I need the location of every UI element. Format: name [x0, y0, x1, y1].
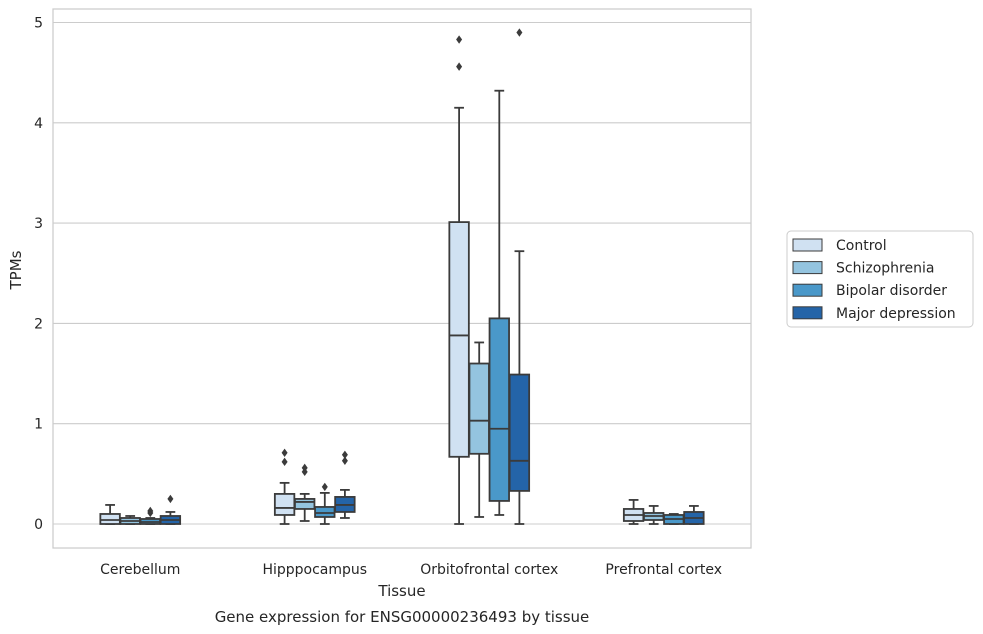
x-axis-label: Tissue	[377, 582, 425, 600]
x-tick-label: Prefrontal cortex	[605, 562, 722, 578]
box-group	[622, 499, 645, 525]
legend-frame	[786, 230, 974, 328]
box-group	[448, 35, 470, 525]
chart-title: Gene expression for ENSG00000236493 by t…	[215, 608, 590, 626]
x-tick-label: Cerebellum	[100, 562, 180, 578]
y-tick-label: 3	[34, 216, 43, 232]
series-bipolar-disorder	[139, 89, 685, 525]
box-group	[273, 448, 296, 525]
outlier-marker	[281, 457, 288, 467]
outlier-marker	[516, 28, 523, 37]
box-group	[99, 504, 121, 525]
box-group	[334, 450, 356, 519]
box-group	[139, 506, 161, 525]
series-major-depression	[159, 28, 705, 525]
box-group	[294, 463, 316, 522]
box-iqr	[273, 493, 296, 516]
box-iqr	[468, 362, 490, 455]
legend-label: Bipolar disorder	[836, 283, 947, 299]
series-schizophrenia	[119, 341, 665, 525]
legend: Control Schizophrenia Bipolar disorder Majo…	[786, 230, 974, 328]
series-control	[99, 35, 645, 525]
outlier-marker	[456, 35, 463, 44]
legend-label: Control	[836, 238, 887, 254]
y-tick-label: 4	[34, 116, 43, 132]
y-axis-label: TPMs	[7, 250, 25, 290]
box-group	[468, 341, 490, 518]
x-tick-label: Orbitofrontal cortex	[420, 562, 558, 578]
box-group	[508, 28, 531, 525]
box-group	[488, 89, 510, 516]
legend-label: Schizophrenia	[836, 261, 934, 277]
y-tick-label: 1	[34, 417, 43, 433]
outlier-marker	[281, 448, 288, 457]
outlier-marker	[341, 450, 348, 459]
legend-swatch	[792, 238, 823, 252]
box-iqr	[314, 506, 336, 518]
x-tick-labels: Cerebellum Hipppocampus Orbitofrontal cort…	[100, 562, 722, 578]
legend-label: Major depression	[836, 306, 956, 322]
box-iqr	[488, 317, 510, 502]
y-tick-labels: 0 1 2 3 4 5	[34, 16, 43, 534]
legend-swatch	[792, 261, 823, 275]
box-layer	[99, 28, 705, 525]
outlier-marker	[341, 456, 348, 466]
plot-frame	[52, 8, 752, 549]
outlier-marker	[147, 506, 154, 516]
outlier-marker	[167, 494, 174, 504]
box-group	[119, 515, 141, 525]
box-group	[159, 494, 182, 525]
outlier-marker	[301, 463, 308, 473]
x-tick-label: Hipppocampus	[262, 562, 367, 578]
box-iqr	[508, 373, 531, 492]
grid-layer	[53, 21, 751, 525]
box-iqr	[294, 498, 316, 510]
outlier-marker	[456, 62, 463, 71]
y-tick-label: 5	[34, 16, 43, 32]
box-iqr	[99, 513, 121, 525]
legend-swatch	[792, 283, 823, 297]
y-tick-label: 2	[34, 316, 43, 332]
box-group	[314, 482, 336, 525]
box-group	[663, 513, 685, 525]
box-group	[683, 505, 705, 525]
y-tick-label: 0	[34, 517, 43, 533]
legend-swatch	[792, 306, 823, 320]
box-group	[643, 505, 665, 525]
box-iqr	[448, 221, 470, 458]
outlier-marker	[321, 482, 328, 492]
